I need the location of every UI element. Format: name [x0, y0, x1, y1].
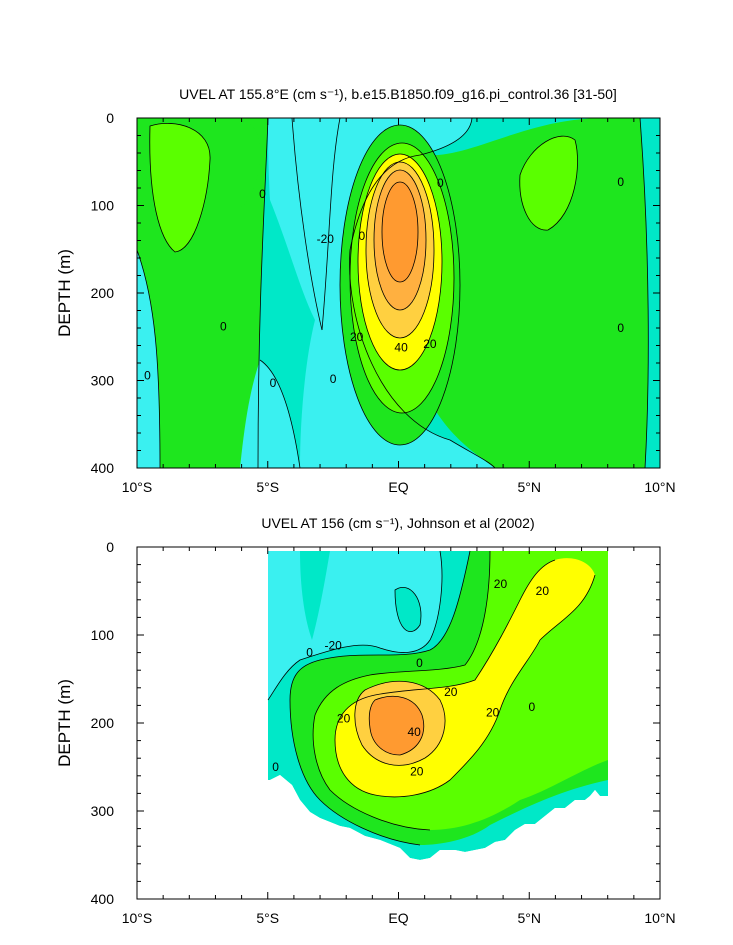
contour-region	[232, 122, 261, 210]
contour-line	[373, 169, 427, 311]
y-tick-label: 200	[91, 285, 115, 301]
x-tick-label: 5°S	[256, 479, 279, 495]
panel-model: UVEL AT 155.8°E (cm s⁻¹), b.e15.B1850.f0…	[55, 86, 676, 495]
contour-label: 20	[410, 764, 424, 778]
no-data-mask	[137, 547, 660, 899]
contour-label: 20	[486, 705, 500, 719]
y-tick-label: 200	[91, 715, 115, 731]
contour-region	[398, 118, 660, 468]
y-tick-label: 300	[91, 373, 115, 389]
contour-label: 0	[416, 656, 423, 670]
contour-fill: -20 0 0 20 20 40 20 0 20 0 20 20	[137, 547, 660, 899]
panel-observations: UVEL AT 156 (cm s⁻¹), Johnson et al (200…	[55, 515, 676, 926]
x-tick-label: 5°S	[256, 910, 279, 926]
contour-line	[137, 249, 161, 468]
y-tick-label: 0	[106, 110, 114, 126]
contour-label: 0	[144, 368, 151, 382]
x-tick-label: EQ	[388, 910, 408, 926]
contour-region	[137, 250, 160, 468]
y-tick-label: 300	[91, 803, 115, 819]
contour-region	[149, 123, 211, 253]
contour-label: 0	[617, 175, 624, 189]
contour-line	[321, 118, 341, 331]
contour-line	[339, 124, 461, 446]
contour-label: 20	[494, 577, 508, 591]
contour-label: 0	[220, 319, 227, 333]
contour-line	[349, 142, 455, 414]
contour-line	[312, 550, 491, 831]
contour-line	[519, 135, 578, 231]
contour-labels: 0 -20 0 0 0 0 0 20 40 20 0 0 0	[144, 175, 624, 390]
contour-line	[334, 559, 596, 798]
contour-label: 0	[330, 372, 337, 386]
contour-region	[268, 118, 495, 468]
contour-region	[300, 551, 330, 640]
chart-title: UVEL AT 155.8°E (cm s⁻¹), b.e15.B1850.f0…	[179, 86, 617, 102]
x-tick-label: 5°N	[518, 479, 542, 495]
contour-fill: 0 -20 0 0 0 0 0 20 40 20 0 0 0	[137, 118, 660, 468]
contour-line	[149, 122, 211, 253]
contour-line	[259, 359, 301, 468]
y-axis-title: DEPTH (m)	[55, 249, 74, 337]
y-tick-label: 400	[91, 460, 115, 476]
contour-region	[519, 136, 578, 231]
contour-label: -20	[317, 232, 335, 246]
y-tick-label: 100	[91, 627, 115, 643]
contour-line	[257, 118, 269, 468]
contour-label: -20	[324, 639, 342, 653]
chart-title: UVEL AT 156 (cm s⁻¹), Johnson et al (200…	[261, 515, 534, 531]
y-tick-label: 0	[106, 539, 114, 555]
y-axis-title: DEPTH (m)	[55, 679, 74, 767]
x-tick-label: 10°S	[122, 910, 153, 926]
contour-label: 20	[423, 337, 437, 351]
contour-line	[349, 118, 496, 468]
contour-label: 20	[350, 330, 364, 344]
contour-label: 40	[394, 340, 408, 354]
contour-line	[394, 587, 422, 632]
contour-label: 0	[270, 376, 277, 390]
contour-lines	[137, 118, 649, 468]
contour-line	[354, 680, 446, 766]
x-tick-label: 10°N	[644, 479, 675, 495]
x-tick-label: EQ	[388, 479, 408, 495]
y-tick-label: 100	[91, 198, 115, 214]
contour-label: 0	[617, 321, 624, 335]
contour-label: 0	[259, 187, 266, 201]
contour-label: 20	[444, 685, 458, 699]
contour-label: 20	[536, 584, 550, 598]
contour-label: 0	[529, 700, 536, 714]
contour-line	[381, 181, 419, 283]
contour-label: 40	[408, 725, 422, 739]
contour-region	[369, 696, 424, 755]
contour-label: 0	[272, 760, 279, 774]
contour-label: 20	[337, 712, 351, 726]
contour-line	[289, 550, 471, 846]
contour-region	[395, 587, 421, 632]
contour-label: 0	[437, 176, 444, 190]
contour-labels: -20 0 0 20 20 40 20 0 20 0 20 20	[272, 577, 549, 778]
x-tick-label: 10°S	[122, 479, 153, 495]
contour-label: 0	[359, 229, 366, 243]
x-tick-label: 5°N	[518, 910, 542, 926]
y-tick-label: 400	[91, 891, 115, 907]
contour-region	[240, 360, 300, 468]
contour-line	[368, 696, 425, 756]
x-tick-label: 10°N	[644, 910, 675, 926]
contour-line	[639, 118, 649, 468]
contour-line	[291, 118, 323, 331]
contour-lines	[267, 550, 596, 846]
contour-line	[357, 153, 443, 371]
contour-region	[382, 182, 418, 282]
contour-label: 0	[306, 646, 313, 660]
contour-line	[267, 550, 443, 701]
contour-line	[365, 161, 435, 339]
